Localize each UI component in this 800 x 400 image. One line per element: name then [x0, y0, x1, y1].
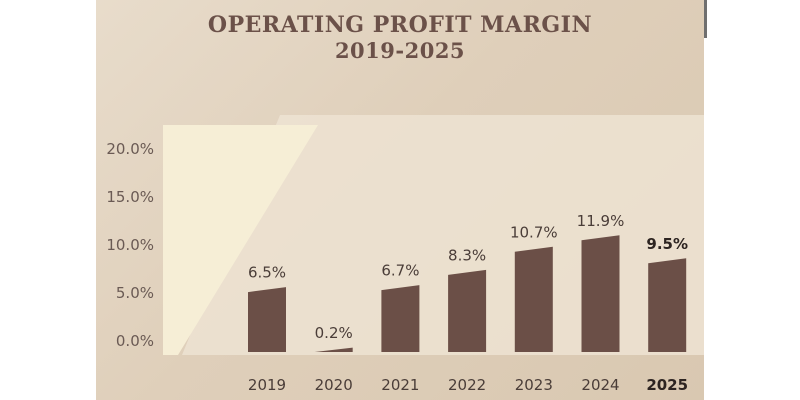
- bar-2022: [448, 269, 487, 352]
- scrollbar[interactable]: [704, 0, 800, 40]
- bar-2021: [381, 285, 420, 352]
- x-tick-label-2020: 2020: [315, 376, 353, 394]
- x-tick-label-2025: 2025: [646, 376, 688, 394]
- data-label-2025: 9.5%: [646, 235, 688, 253]
- highlight-panel: [163, 125, 318, 355]
- chart-title: OPERATING PROFIT MARGIN: [207, 12, 593, 38]
- bar-2024: [581, 235, 620, 352]
- x-axis-ticks: 2019 2020 2021 2022 2023 2024 2025: [248, 376, 688, 394]
- x-tick-label-2019: 2019: [248, 376, 286, 394]
- x-tick-label-2022: 2022: [448, 376, 486, 394]
- data-labels: 6.5% 0.2% 6.7% 8.3% 10.7% 11.9% 9.5%: [248, 212, 688, 342]
- data-label-2024: 11.9%: [577, 212, 625, 230]
- data-label-2023: 10.7%: [510, 223, 558, 241]
- data-label-2021: 6.7%: [381, 262, 419, 280]
- y-tick-label: 10.0%: [106, 236, 154, 254]
- y-tick-label: 5.0%: [116, 284, 154, 302]
- data-label-2020: 0.2%: [315, 324, 353, 342]
- y-axis-ticks: 0.0% 5.0% 10.0% 15.0% 20.0%: [106, 140, 154, 350]
- y-tick-label: 20.0%: [106, 140, 154, 158]
- data-label-2022: 8.3%: [448, 246, 486, 264]
- scrollbar-thumb[interactable]: [704, 0, 707, 38]
- chart-subtitle: 2019-2025: [334, 38, 466, 63]
- bars: [248, 235, 687, 352]
- bar-2019: [248, 287, 286, 352]
- x-tick-label-2024: 2024: [581, 376, 619, 394]
- data-label-2019: 6.5%: [248, 264, 286, 282]
- bar-2023: [514, 246, 553, 352]
- bar-2020: [314, 347, 353, 352]
- y-tick-label: 0.0%: [116, 332, 154, 350]
- bar-2025: [648, 258, 687, 352]
- x-tick-label-2021: 2021: [381, 376, 419, 394]
- x-tick-label-2023: 2023: [515, 376, 553, 394]
- plot-panel: [182, 115, 704, 355]
- y-tick-label: 15.0%: [106, 188, 154, 206]
